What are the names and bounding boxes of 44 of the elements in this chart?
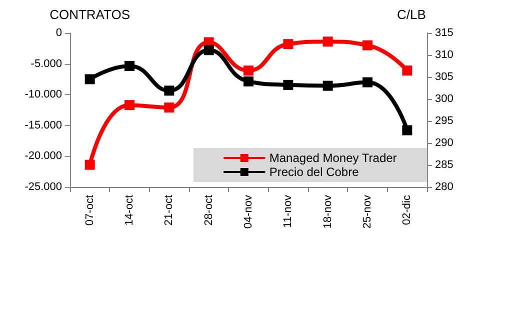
y2-axis-title: C/LB [397,7,426,22]
y-tick-label: -25.000 [24,181,62,193]
point [322,80,333,91]
point [322,36,333,47]
y-tick-label: -5.000 [30,58,62,70]
x-tick-label: 25-nov [362,194,374,229]
point [362,40,372,50]
point [164,102,174,113]
point [84,160,95,170]
y-axis-title: CONTRATOS [50,7,130,22]
x-tick-label: 28-oct [202,195,215,226]
y2-tick-label: 285 [435,159,454,171]
y-tick-label: -15.000 [24,119,62,132]
x-tick-label: 02-dic [401,194,414,225]
legend-label: Managed Money Trader [269,151,397,165]
point [362,77,372,88]
y-tick-label: -20.000 [24,150,62,162]
y2-tick-label: 310 [435,49,454,61]
point [204,45,214,56]
point [164,86,174,96]
point [402,66,412,76]
x-tick-label: 21-oct [163,195,176,226]
point [244,66,254,76]
y-tick-label: -10.000 [24,88,62,101]
y2-tick-label: 305 [435,71,454,83]
y2-tick-label: 295 [435,115,454,127]
point [283,80,294,90]
point [244,76,254,86]
point [84,74,95,84]
point [283,39,294,50]
x-tick-label: 18-nov [322,194,334,229]
y2-tick-label: 290 [435,137,454,149]
x-tick-label: 11-nov [282,194,294,228]
legend-label: Precio del Cobre [269,165,360,179]
y2-tick-label: 315 [435,27,454,39]
point [402,125,412,136]
x-tick-label: 14-oct [124,195,136,226]
point [124,100,134,110]
x-tick-label: 04-nov [242,194,254,229]
y2-tick-label: 280 [435,181,454,193]
x-tick-label: 07-oct [84,195,96,226]
point [124,61,134,71]
y2-tick-label: 300 [435,93,454,105]
y-tick-label: 0 [56,27,62,39]
